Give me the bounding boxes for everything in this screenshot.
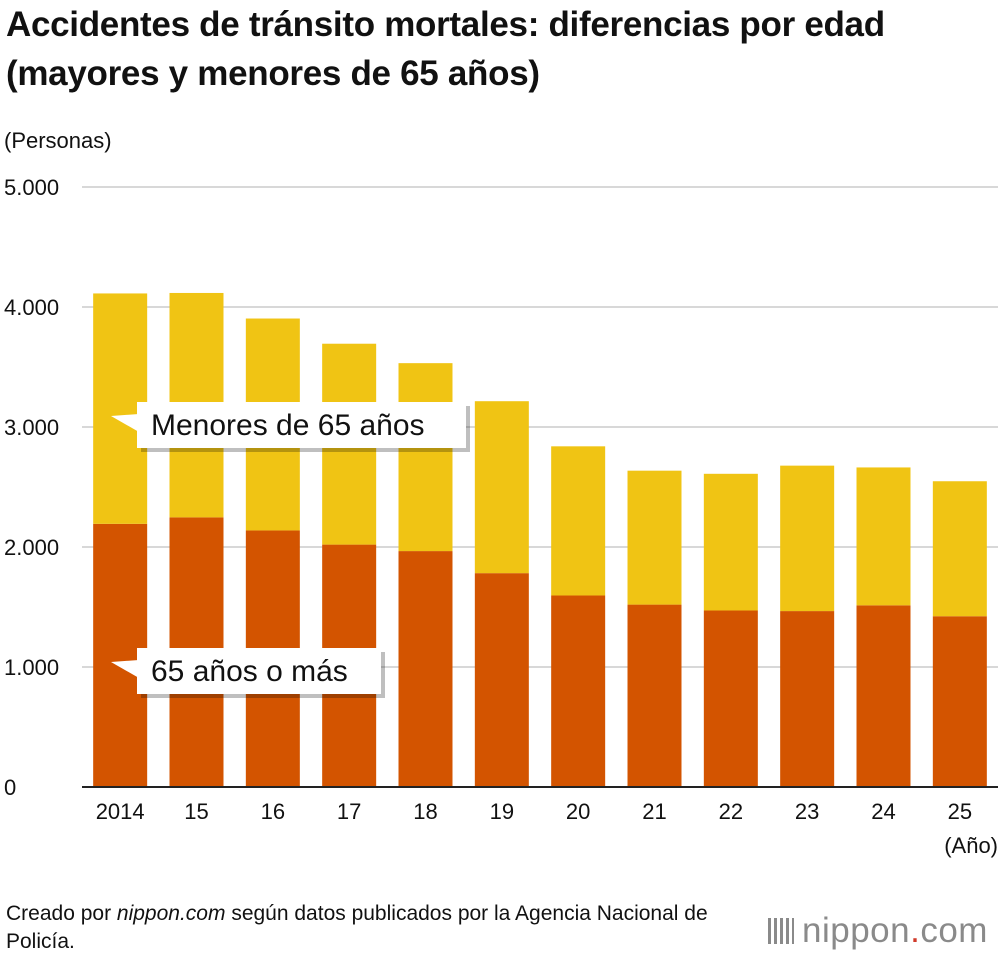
bar-under65 bbox=[856, 467, 911, 606]
logo-name: nippon bbox=[802, 911, 911, 950]
bar-under65 bbox=[932, 481, 987, 617]
legend-callout-under65-box bbox=[137, 402, 466, 448]
y-tick-label: 5.000 bbox=[4, 175, 59, 200]
bar-under65 bbox=[551, 446, 606, 596]
x-tick-label: 2014 bbox=[96, 799, 145, 824]
logo-bars-icon bbox=[768, 918, 794, 944]
bar-over65 bbox=[474, 573, 529, 787]
credit-prefix: Creado por bbox=[6, 902, 117, 925]
legend-callout-under65-label: Menores de 65 años bbox=[151, 409, 425, 442]
x-tick-label: 22 bbox=[719, 799, 743, 824]
logo-dot: . bbox=[910, 911, 921, 950]
bar-over65 bbox=[703, 610, 758, 787]
bar-over65 bbox=[398, 551, 453, 787]
chart-title: Accidentes de tránsito mortales: diferen… bbox=[6, 5, 885, 93]
bar-over65 bbox=[780, 611, 835, 787]
y-tick-label: 1.000 bbox=[4, 655, 59, 680]
legend-callout-over65-label: 65 años o más bbox=[151, 655, 348, 688]
x-tick-label: 19 bbox=[490, 799, 514, 824]
bar-over65 bbox=[627, 604, 682, 787]
x-tick-label: 20 bbox=[566, 799, 590, 824]
x-tick-label: 18 bbox=[413, 799, 437, 824]
y-tick-label: 3.000 bbox=[4, 415, 59, 440]
bar-over65 bbox=[551, 595, 606, 787]
legend-callout-over65-tail bbox=[111, 660, 139, 678]
credit-site: nippon.com bbox=[116, 902, 226, 925]
bar-over65 bbox=[932, 616, 987, 787]
bar-under65 bbox=[398, 363, 453, 552]
y-tick-label: 4.000 bbox=[4, 295, 59, 320]
stacked-bar-chart: 0 1.000 2.000 3.000 4.000 5.000 2014 15 16 17 18 19… bbox=[4, 175, 998, 858]
nippon-logo: nippon.com bbox=[768, 911, 988, 951]
x-tick-label: 17 bbox=[337, 799, 361, 824]
bar-under65 bbox=[627, 470, 682, 605]
y-axis-unit-label: (Personas) bbox=[4, 128, 112, 153]
x-axis-unit-label: (Año) bbox=[944, 833, 998, 858]
y-tick-label: 0 bbox=[4, 775, 16, 800]
x-tick-label: 25 bbox=[948, 799, 972, 824]
x-tick-label: 15 bbox=[184, 799, 208, 824]
x-tick-label: 24 bbox=[871, 799, 895, 824]
x-tick-label: 23 bbox=[795, 799, 819, 824]
logo-tld: com bbox=[920, 911, 988, 950]
credit-suffix: según datos publicados por la Agencia Na… bbox=[6, 902, 708, 953]
bar-over65 bbox=[856, 605, 911, 787]
y-tick-label: 2.000 bbox=[4, 535, 59, 560]
legend-callout-under65-tail bbox=[111, 414, 139, 432]
bar-under65 bbox=[703, 473, 758, 611]
legend-callout-over65-box bbox=[137, 648, 381, 694]
source-credit: Creado por nippon.com según datos public… bbox=[6, 900, 726, 956]
bar-under65 bbox=[780, 465, 835, 612]
bar-under65 bbox=[474, 401, 529, 574]
x-tick-label: 16 bbox=[261, 799, 285, 824]
x-tick-label: 21 bbox=[642, 799, 666, 824]
